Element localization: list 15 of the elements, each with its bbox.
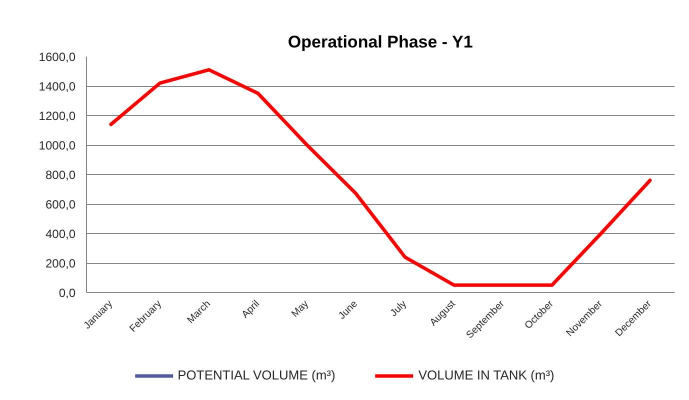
y-tick-label: 1000,0	[38, 138, 76, 152]
legend-label: VOLUME IN TANK (m³)	[418, 368, 554, 382]
chart-title: Operational Phase - Y1	[288, 32, 473, 52]
y-tick-label: 400,0	[45, 227, 76, 241]
y-tick-label: 0,0	[58, 286, 76, 300]
y-tick-label: 800,0	[45, 168, 76, 182]
y-tick-label: 600,0	[45, 198, 76, 212]
y-tick-label: 1200,0	[38, 109, 76, 123]
x-tick-label: May	[290, 298, 311, 320]
legend-label: POTENTIAL VOLUME (m³)	[178, 368, 336, 382]
x-tick-label: July	[388, 298, 409, 319]
line-series	[109, 68, 652, 287]
y-tick-label: 1400,0	[38, 80, 76, 94]
y-tick-label: 1600,0	[38, 50, 76, 64]
y-tick-label: 200,0	[45, 256, 76, 270]
